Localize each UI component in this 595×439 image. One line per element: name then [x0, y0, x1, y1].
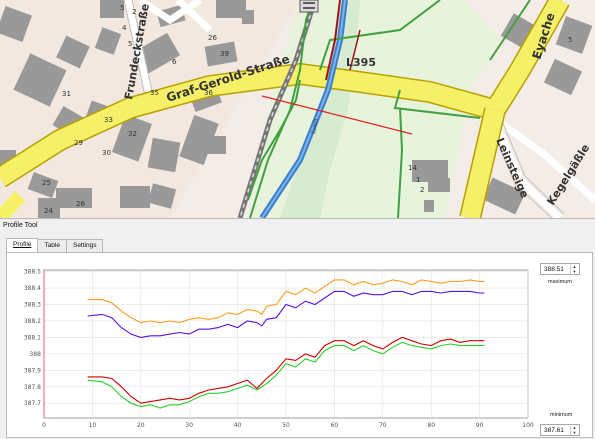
svg-text:33: 33 — [104, 116, 113, 124]
river-highlight — [261, 0, 346, 218]
svg-text:32: 32 — [128, 130, 137, 138]
svg-text:1: 1 — [416, 176, 420, 184]
profile-tool-panel: Profile Tool Profile Table Settings 388.… — [0, 218, 595, 439]
bridge-marker — [299, 0, 319, 13]
svg-text:35: 35 — [150, 89, 159, 97]
profile-chart[interactable]: 388.5 388.4 388.3 388.2 388.1 388 387.9 387.8 38… — [12, 261, 534, 437]
svg-text:4: 4 — [122, 24, 127, 32]
svg-text:24: 24 — [44, 207, 53, 215]
svg-text:26: 26 — [208, 34, 217, 42]
minimum-value: 387.61 — [544, 427, 564, 434]
x-tick-label: 40 — [234, 422, 242, 429]
series-line-2 — [87, 336, 485, 404]
x-tick-label: 30 — [185, 422, 193, 429]
spin-arrows-icon[interactable]: ▲ ▼ — [570, 264, 578, 274]
spin-arrows-icon[interactable]: ▲ ▼ — [570, 425, 578, 435]
x-tick-label: 100 — [522, 422, 534, 429]
tab-settings[interactable]: Settings — [65, 239, 104, 253]
svg-text:5: 5 — [128, 40, 132, 48]
x-tick-label: 0 — [42, 422, 46, 429]
panel-title: Profile Tool — [3, 222, 38, 229]
svg-text:31: 31 — [62, 90, 71, 98]
svg-text:2: 2 — [132, 8, 136, 16]
y-tick-label: 387.7 — [24, 400, 41, 407]
x-tick-label: 20 — [137, 422, 145, 429]
maximum-spinbox[interactable]: 388.51 ▲ ▼ — [540, 263, 580, 275]
y-tick-label: 388.4 — [24, 285, 41, 292]
series-line-3 — [87, 341, 485, 409]
y-tick-label: 388.5 — [24, 269, 41, 276]
main-road-south — [460, 107, 505, 218]
svg-text:36: 36 — [204, 89, 213, 97]
minimum-label: minimum — [550, 412, 573, 418]
buildings — [0, 0, 593, 218]
maximum-value: 388.51 — [544, 266, 564, 273]
svg-text:5: 5 — [568, 36, 572, 44]
profile-line[interactable] — [261, 95, 413, 135]
x-tick-label: 60 — [331, 422, 339, 429]
svg-text:2: 2 — [420, 186, 424, 194]
y-tick-label: 388.2 — [24, 318, 41, 325]
maximum-label: maximum — [548, 279, 572, 285]
series-line-1 — [87, 290, 485, 338]
x-tick-label: 10 — [89, 422, 97, 429]
dark-red-line-2 — [349, 29, 361, 71]
x-tick-label: 90 — [476, 422, 484, 429]
y-tick-label: 387.8 — [24, 384, 41, 391]
svg-text:29: 29 — [74, 139, 83, 147]
x-tick-label: 80 — [427, 422, 435, 429]
svg-text:5: 5 — [120, 4, 124, 12]
svg-text:39: 39 — [220, 50, 229, 58]
label-river: Eyach — [311, 118, 320, 134]
tab-table[interactable]: Table — [37, 239, 67, 253]
main-road-stub — [0, 191, 26, 218]
railway-dashes — [239, 0, 316, 218]
x-tick-label: 50 — [282, 422, 290, 429]
green-paths — [247, 0, 531, 218]
label-l395: L395 — [346, 56, 376, 69]
series-line-0 — [87, 279, 485, 324]
y-tick-label: 387.9 — [24, 367, 41, 374]
tab-profile[interactable]: Profile — [6, 238, 39, 253]
svg-text:25: 25 — [42, 179, 51, 187]
y-tick-label: 388.3 — [24, 302, 41, 309]
side-roads — [124, 0, 595, 218]
x-tick-label: 70 — [379, 422, 387, 429]
tab-bar: Profile Table Settings — [6, 238, 104, 253]
svg-text:6: 6 — [172, 58, 177, 66]
house-numbers: 4 5 6 31 33 35 36 39 32 30 29 25 24 26 1… — [42, 4, 572, 215]
dark-red-line — [325, 0, 341, 81]
map-canvas[interactable]: Graf-Gerold-Straße Frundeckstraße Eyache… — [0, 0, 595, 218]
y-tick-label: 388 — [30, 351, 42, 358]
svg-text:30: 30 — [102, 149, 111, 157]
y-tick-label: 388.1 — [24, 334, 41, 341]
minimum-spinbox[interactable]: 387.61 ▲ ▼ — [540, 424, 580, 436]
svg-text:26: 26 — [76, 200, 85, 208]
bridge-icon — [303, 2, 315, 9]
svg-text:14: 14 — [408, 164, 417, 172]
